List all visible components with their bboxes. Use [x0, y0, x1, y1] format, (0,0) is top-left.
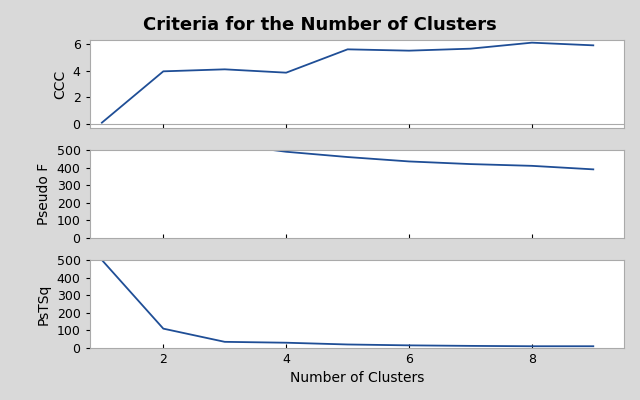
Y-axis label: Pseudo F: Pseudo F	[37, 163, 51, 225]
Y-axis label: PsTSq: PsTSq	[37, 283, 51, 325]
X-axis label: Number of Clusters: Number of Clusters	[290, 372, 424, 386]
Y-axis label: CCC: CCC	[53, 69, 67, 99]
Text: Criteria for the Number of Clusters: Criteria for the Number of Clusters	[143, 16, 497, 34]
